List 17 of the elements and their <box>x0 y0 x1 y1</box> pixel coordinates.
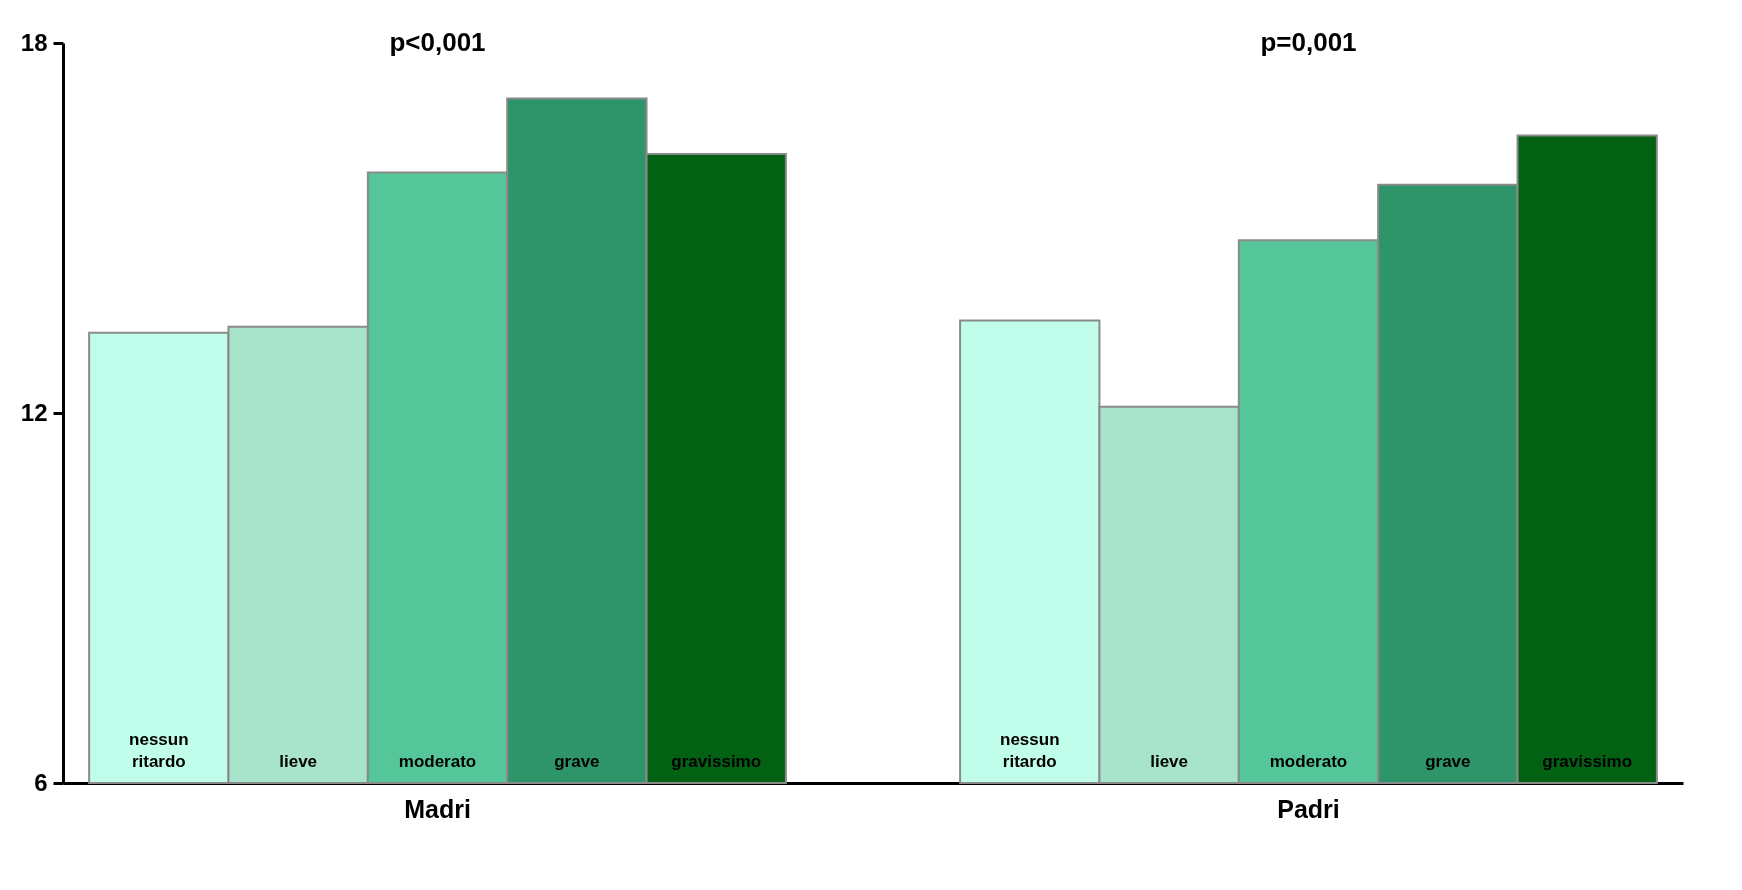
series-label: moderato <box>398 752 477 771</box>
text: moderato <box>1269 752 1348 771</box>
series-label: nessun ritardo <box>129 730 189 771</box>
series-label: grave <box>554 752 600 771</box>
x-tick-label: Padri <box>1277 794 1340 823</box>
text: gravissimo <box>1542 752 1633 771</box>
y-tick-label: 18 <box>20 28 48 56</box>
text: lieve <box>1150 752 1189 771</box>
annotation: p=0,001 <box>1260 27 1357 57</box>
y-tick-label: 12 <box>20 398 48 426</box>
series-label: lieve <box>279 752 318 771</box>
text: nessun ritardo <box>1000 730 1060 771</box>
text: grave <box>1425 752 1471 771</box>
annotation: p<0,001 <box>389 27 486 57</box>
series-label: gravissimo <box>671 752 762 771</box>
y-tick-label: 6 <box>34 768 48 796</box>
x-tick-label: Madri <box>404 794 471 823</box>
